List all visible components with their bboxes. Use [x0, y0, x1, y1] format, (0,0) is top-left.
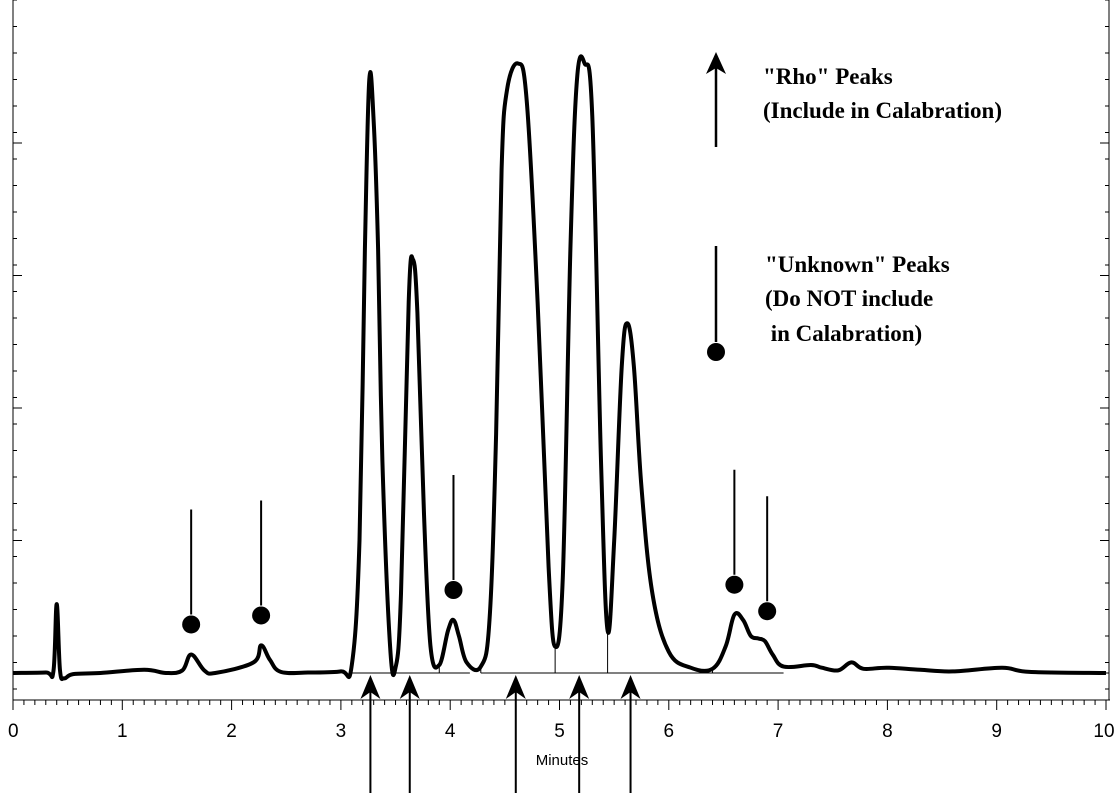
x-tick-label: 4	[445, 721, 456, 742]
integration-baselines	[351, 630, 784, 674]
legend-rho-label-line2: (Include in Calabration)	[763, 98, 1002, 123]
x-axis-title: Minutes	[536, 752, 589, 769]
legend: "Rho" Peaks (Include in Calabration) "Un…	[706, 52, 1002, 361]
peak-markers	[182, 469, 777, 793]
axes	[12, 0, 1110, 710]
rho-peak-arrow-icon	[620, 675, 641, 699]
plot-area	[12, 54, 1107, 682]
chromatogram-trace	[12, 54, 1107, 682]
x-tick-label: 3	[336, 721, 347, 742]
rho-peak-arrow-icon	[360, 675, 381, 699]
legend-unknown-label-line1: "Unknown" Peaks	[765, 252, 950, 277]
axis-labels: Minutes 0 1 2 3 4 5 6 7 8 9 10	[8, 721, 1115, 769]
rho-peak-arrow-icon	[399, 675, 420, 699]
unknown-peak-dot-icon	[182, 615, 201, 634]
x-tick-label: 7	[773, 721, 784, 742]
legend-unknown-label-line2: (Do NOT include	[765, 286, 933, 311]
legend-rho-label-line1: "Rho" Peaks	[763, 64, 893, 89]
x-tick-label: 0	[8, 721, 19, 742]
x-tick-label: 10	[1093, 721, 1114, 742]
x-tick-label: 6	[664, 721, 675, 742]
legend-rho-arrow-icon	[706, 52, 726, 74]
unknown-peak-dot-icon	[725, 575, 744, 594]
unknown-peak-dot-icon	[758, 602, 777, 621]
rho-peak-arrow-icon	[505, 675, 526, 699]
legend-unknown-label-line3: in Calabration)	[765, 321, 922, 346]
x-tick-label: 5	[554, 721, 565, 742]
rho-peak-arrow-icon	[569, 675, 590, 699]
unknown-peak-dot-icon	[444, 581, 463, 599]
x-tick-label: 2	[226, 721, 237, 742]
x-tick-label: 8	[882, 721, 893, 742]
legend-unknown-dot-icon	[707, 343, 725, 361]
x-tick-label: 9	[991, 721, 1002, 742]
x-tick-label: 1	[117, 721, 128, 742]
unknown-peak-dot-icon	[252, 606, 271, 625]
